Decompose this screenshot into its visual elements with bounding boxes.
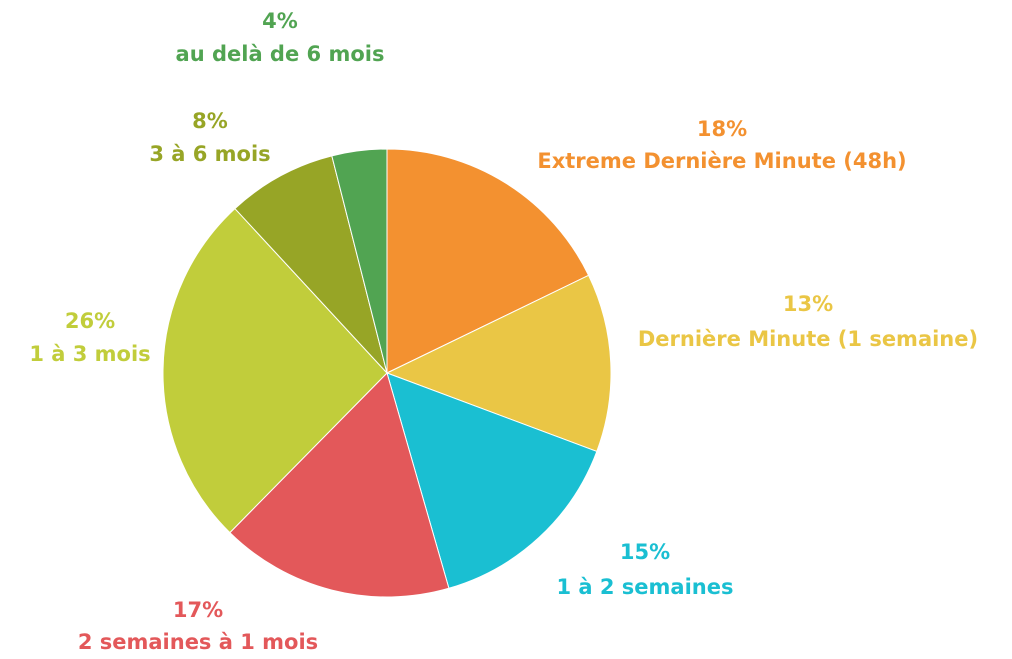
pie-slice — [229, 372, 450, 598]
value-label: 18% — [697, 117, 747, 141]
category-label: 3 à 6 mois — [149, 142, 270, 166]
value-label: 13% — [783, 292, 833, 316]
category-label: au delà de 6 mois — [176, 42, 385, 66]
value-label: 17% — [173, 598, 223, 622]
category-label: Extreme Dernière Minute (48h) — [537, 149, 906, 173]
pie-slice — [386, 372, 598, 589]
pie-slice — [331, 148, 388, 374]
pie-slice — [162, 207, 388, 534]
value-label: 4% — [262, 9, 298, 33]
pie-slice — [234, 155, 388, 374]
category-label: 2 semaines à 1 mois — [78, 630, 318, 654]
value-label: 15% — [620, 540, 670, 564]
category-label: Dernière Minute (1 semaine) — [638, 327, 978, 351]
category-label: 1 à 3 mois — [29, 342, 150, 366]
value-label: 26% — [65, 309, 115, 333]
pie-slice — [386, 148, 590, 374]
category-label: 1 à 2 semaines — [556, 575, 733, 599]
pie-slice — [385, 274, 612, 453]
value-label: 8% — [192, 109, 228, 133]
